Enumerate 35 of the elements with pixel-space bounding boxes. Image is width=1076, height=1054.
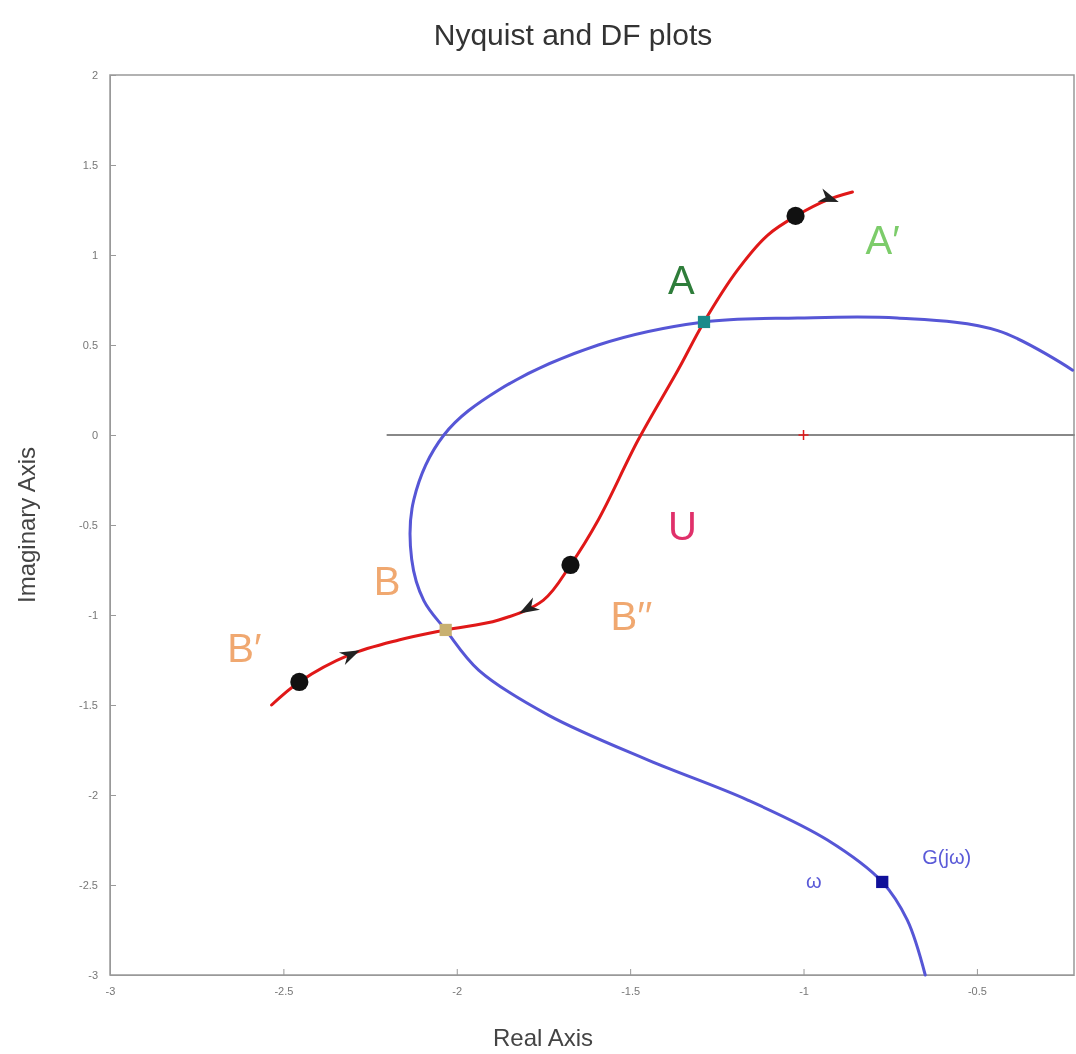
x-tick-label: -2 xyxy=(452,984,463,997)
y-tick-label: 1 xyxy=(91,249,98,262)
annotation: B′′ xyxy=(610,593,653,638)
annotation: A xyxy=(668,257,695,302)
point xyxy=(561,555,580,575)
y-tick-label: -1.5 xyxy=(79,699,98,712)
y-tick-label: 1.5 xyxy=(82,159,98,172)
y-tick-label: -2.5 xyxy=(79,879,98,892)
annotation: G(jω) xyxy=(922,845,972,868)
point xyxy=(439,623,452,637)
y-tick-label: -2 xyxy=(88,789,98,802)
x-tick-label: -1.5 xyxy=(621,984,641,997)
x-tick-label: -2.5 xyxy=(274,984,294,997)
point xyxy=(876,875,889,889)
y-tick-label: 0.5 xyxy=(82,339,98,352)
y-tick-label: -1 xyxy=(88,609,98,622)
point xyxy=(797,429,810,441)
point xyxy=(290,672,309,692)
annotation: A′ xyxy=(865,217,900,262)
x-tick-label: -1 xyxy=(799,984,809,997)
point xyxy=(697,315,711,329)
point xyxy=(786,206,805,226)
x-tick-label: -0.5 xyxy=(967,984,987,997)
y-tick-label: -3 xyxy=(88,969,98,982)
chart-title: Nyquist and DF plots xyxy=(433,18,713,51)
annotation: ω xyxy=(806,870,822,892)
annotation: B′ xyxy=(227,625,262,670)
x-axis-title: Real Axis xyxy=(492,1024,594,1051)
y-tick-label: 0 xyxy=(91,429,98,442)
annotation: B xyxy=(373,558,401,603)
y-tick-label: 2 xyxy=(91,69,98,82)
x-tick-label: -3 xyxy=(105,984,116,997)
y-axis-title: Imaginary Axis xyxy=(13,446,40,604)
annotation: U xyxy=(668,504,698,549)
y-tick-label: -0.5 xyxy=(79,519,98,532)
